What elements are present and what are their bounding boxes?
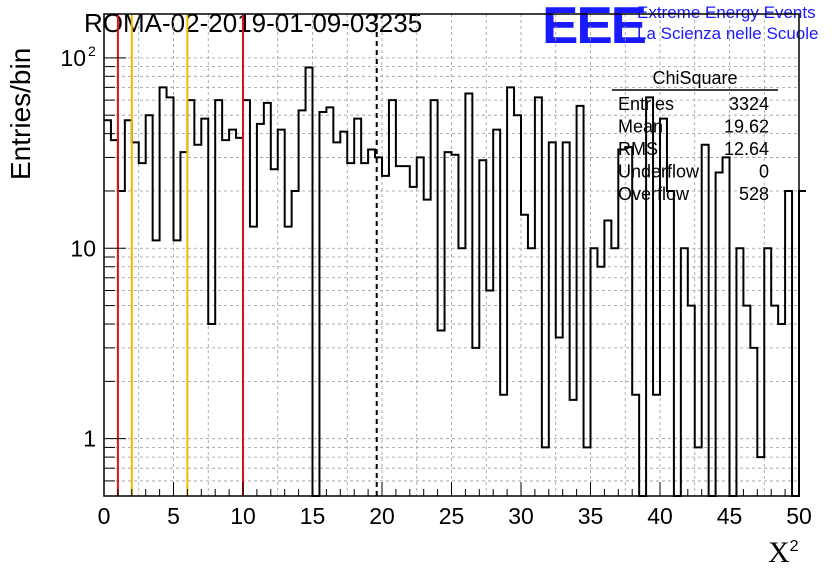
- x-tick-label: 30: [508, 503, 534, 529]
- y-axis-label: Entries/bin: [5, 47, 36, 180]
- x-tick-label: 10: [230, 503, 256, 529]
- logo-tagline-1: Extreme Energy Events: [637, 3, 816, 22]
- logo-tagline-2: La Scienza nelle Scuole: [637, 24, 819, 43]
- y-tick-label-exponent: 2: [88, 43, 96, 59]
- stats-label: Entries: [618, 94, 674, 114]
- histogram-series: [104, 66, 806, 497]
- x-axis-label: X2: [768, 536, 799, 570]
- stats-label: Mean: [618, 117, 663, 137]
- x-axis-label-sup: 2: [789, 538, 799, 555]
- stats-value: 19.62: [724, 117, 769, 137]
- x-tick-label: 5: [167, 503, 180, 529]
- x-tick-label: 50: [786, 503, 812, 529]
- y-tick-label: 1: [83, 426, 96, 452]
- y-tick-label: 10: [70, 235, 96, 261]
- stats-label: RMS: [618, 139, 658, 159]
- stats-title: ChiSquare: [652, 68, 737, 88]
- x-tick-label: 35: [578, 503, 604, 529]
- stats-value: 528: [739, 184, 769, 204]
- eee-logo: EEE: [542, 0, 647, 55]
- x-tick-label: 20: [369, 503, 395, 529]
- x-tick-label: 45: [717, 503, 743, 529]
- y-tick-label: 10: [60, 45, 86, 71]
- stats-value: 12.64: [724, 139, 769, 159]
- x-tick-label: 0: [98, 503, 111, 529]
- stats-value: 0: [759, 162, 769, 182]
- x-tick-label: 15: [300, 503, 326, 529]
- stats-label: Overflow: [618, 184, 690, 204]
- chart-title: ROMA-02-2019-01-09-03235: [84, 8, 423, 38]
- x-tick-label: 40: [647, 503, 673, 529]
- stats-value: 3324: [729, 94, 769, 114]
- stats-label: Underflow: [618, 162, 700, 182]
- x-tick-label: 25: [439, 503, 465, 529]
- x-axis-label-base: X: [768, 536, 790, 569]
